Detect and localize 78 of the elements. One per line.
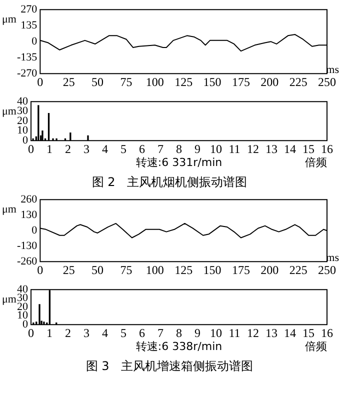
x-tick-label: 1 [46, 142, 52, 156]
x-tick-label: 3 [84, 142, 90, 156]
x-tick-label: 125 [174, 74, 193, 89]
caption: 图 3 主风机增速箱侧振动谱图 [84, 359, 254, 374]
y-tick-label: 135 [20, 19, 38, 32]
y-tick-label: 270 [20, 3, 38, 16]
x-tick-label: 10 [210, 142, 222, 156]
x-tick-label: 150 [203, 262, 222, 277]
x-tick-label: 12 [247, 142, 259, 156]
y-tick-label: 20 [17, 300, 28, 313]
x-tick-label: 7 [158, 326, 164, 340]
y-tick-label: 10 [17, 124, 28, 137]
y-tick-label: 40 [17, 95, 28, 108]
x-tick-label: 4 [102, 142, 108, 156]
x-axis-title: 倍频 [305, 156, 327, 169]
x-tick-label: 125 [174, 262, 193, 277]
x-tick-label: 8 [176, 142, 182, 156]
y-tick-label: -135 [16, 51, 38, 64]
x-tick-label: 13 [266, 142, 278, 156]
x-tick-label: 250 [318, 74, 336, 89]
x-tick-label: 250 [318, 262, 336, 277]
x-tick-label: 16 [321, 326, 333, 340]
y-tick-label: 130 [20, 208, 38, 221]
x-tick-label: 12 [247, 326, 259, 340]
x-tick-label: 75 [120, 74, 132, 89]
text: 转速:6 338r/min [136, 340, 222, 353]
y-tick-label: -130 [16, 240, 38, 252]
x-tick-label: 6 [139, 326, 145, 340]
caption: 图 2 主风机烟机侧振动谱图 [90, 175, 248, 190]
x-tick-label: 25 [62, 262, 75, 277]
x-tick-label: 9 [194, 142, 200, 156]
y-tick-label: 0 [32, 35, 38, 48]
y-axis-title: μm [2, 293, 17, 306]
x-tick-label: 8 [176, 326, 182, 340]
x-tick-label: 200 [260, 262, 279, 277]
y-tick-label: 30 [17, 105, 28, 118]
x-axis-title: 倍频 [305, 340, 327, 353]
x-tick-label: 10 [210, 326, 222, 340]
y-tick-label: 260 [20, 193, 38, 206]
x-tick-label: 100 [146, 74, 164, 89]
x-tick-label: 2 [65, 142, 71, 156]
x-tick-label: 16 [321, 142, 333, 156]
x-tick-label: 25 [62, 74, 75, 89]
x-tick-label: 9 [194, 326, 200, 340]
y-axis-title: μm [2, 13, 17, 26]
x-tick-label: 11 [228, 142, 240, 156]
y-axis-title: μm [2, 203, 17, 216]
x-tick-label: 6 [139, 142, 145, 156]
x-tick-label: 15 [302, 326, 314, 340]
x-tick-label: 175 [232, 74, 250, 89]
x-tick-label: 50 [92, 74, 104, 89]
x-tick-label: 75 [120, 262, 132, 277]
x-tick-label: 7 [158, 142, 164, 156]
x-tick-label: 225 [289, 262, 308, 277]
y-tick-label: 40 [17, 283, 28, 296]
x-tick-label: 4 [102, 326, 108, 340]
text: 转速:6 331r/min [136, 156, 222, 169]
y-tick-label: -260 [16, 255, 38, 268]
x-tick-label: 150 [203, 74, 222, 89]
y-axis-title: μm [2, 105, 17, 118]
x-tick-label: 50 [92, 262, 104, 277]
x-tick-label: 100 [146, 262, 164, 277]
x-tick-label: 5 [120, 142, 126, 156]
x-tick-label: 2 [65, 326, 71, 340]
x-tick-label: 11 [228, 326, 240, 340]
x-tick-label: 15 [302, 142, 314, 156]
y-tick-label: 20 [17, 114, 28, 127]
x-tick-label: 13 [266, 326, 278, 340]
x-tick-label: 200 [260, 74, 279, 89]
x-tick-label: 225 [289, 74, 308, 89]
x-tick-label: 5 [120, 326, 126, 340]
x-tick-label: 14 [284, 142, 296, 156]
x-tick-label: 1 [46, 326, 52, 340]
y-tick-label: 0 [32, 224, 38, 236]
x-tick-label: 14 [284, 326, 296, 340]
x-tick-label: 175 [232, 262, 250, 277]
y-tick-label: -270 [16, 67, 38, 80]
x-tick-label: 3 [84, 326, 90, 340]
